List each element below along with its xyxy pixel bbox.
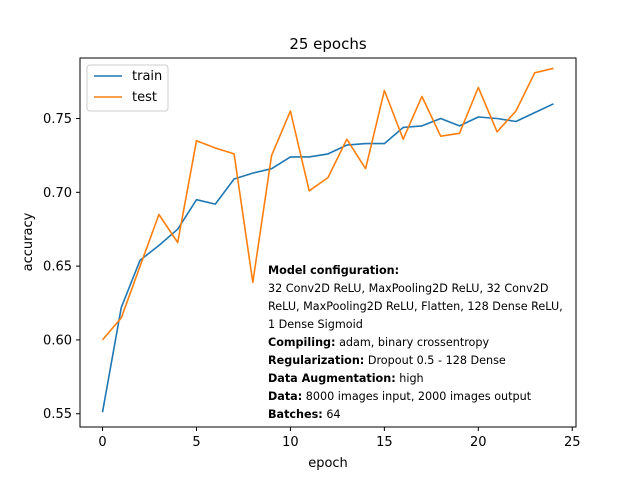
y-tick-label: 0.65 [43,260,72,275]
annotation-data-augmentation: Data Augmentation: high [268,370,573,388]
annotation-label: Data Augmentation: [268,372,396,385]
annotation-model-layers: 32 Conv2D ReLU, MaxPooling2D ReLU, 32 Co… [268,282,563,331]
annotation-compiling: Compiling: adam, binary crossentropy [268,334,573,352]
legend-label-test: test [132,90,157,105]
annotation-regularization: Regularization: Dropout 0.5 - 128 Dense [268,352,573,370]
series-line-train [101,103,554,413]
annotation-value: adam, binary crossentropy [339,336,490,349]
annotation-model-configuration: Model configuration: [268,262,573,280]
annotation-label: Compiling: [268,336,336,349]
annotation-label: Model configuration: [268,264,400,277]
annotation-value: Dropout 0.5 - 128 Dense [367,354,506,367]
y-tick-label: 0.75 [43,112,72,127]
y-tick-label: 0.60 [43,333,72,348]
x-axis-label: epoch [308,456,348,471]
x-tick-label: 20 [470,435,487,450]
y-axis-label: accuracy [21,212,36,271]
annotation-label: Data: [268,390,303,403]
annotation-label: Regularization: [268,354,365,367]
series-line-test [101,67,554,341]
model-info-annotation: Model configuration: 32 Conv2D ReLU, Max… [268,262,573,424]
x-tick-label: 25 [564,435,581,450]
y-tick-label: 0.70 [43,186,72,201]
annotation-value: 64 [326,408,341,421]
y-tick-label: 0.55 [43,407,72,422]
annotation-batches: Batches: 64 [268,406,573,424]
x-tick-label: 5 [192,435,200,450]
chart-title: 25 epochs [289,35,367,53]
legend-label-train: train [132,69,162,84]
x-tick-label: 0 [98,435,106,450]
annotation-value: high [399,372,424,385]
x-tick-label: 10 [282,435,299,450]
x-axis: 0 5 10 15 20 25 [98,427,581,450]
plot-frame [79,57,577,428]
legend: train test [86,64,169,112]
annotation-value: 8000 images input, 2000 images output [305,390,532,403]
x-tick-label: 15 [376,435,393,450]
y-axis: 0.55 0.60 0.65 0.70 0.75 [43,112,80,422]
series-layer [101,67,554,413]
annotation-label: Batches: [268,408,323,421]
annotation-data: Data: 8000 images input, 2000 images out… [268,388,573,406]
